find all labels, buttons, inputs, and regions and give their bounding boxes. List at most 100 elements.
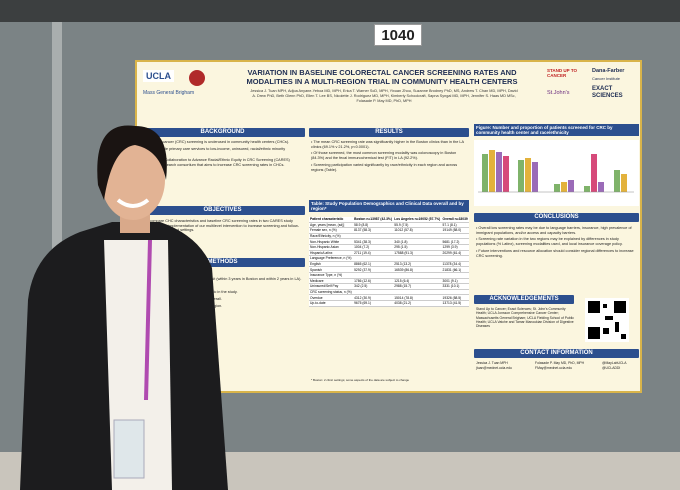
poster: UCLA Mass General Brigham VARIATION IN B… (135, 60, 642, 393)
table-cell: 1299 (3.9) (441, 244, 469, 251)
table-cell: 2988 (15.7) (393, 283, 442, 290)
table-cell: English (309, 261, 354, 268)
table-row: Hispanic/Latinx 2711 (19.4) 17588 (91.3) 20… (309, 250, 469, 257)
table-row: Non-Hispanic White 5341 (38.3) 340 (1.8) 56… (309, 238, 469, 245)
poster-title: VARIATION IN BASELINE COLORECTAL CANCER … (246, 68, 518, 86)
lanyard (144, 239, 152, 401)
table-cell: 16539 (86.8) (393, 266, 442, 273)
bullet: • Overall low screening rates may be due… (476, 226, 632, 235)
section-heading: RESULTS (309, 128, 469, 137)
table-cell: Hispanic/Latinx (309, 250, 354, 257)
table-cell (393, 233, 442, 240)
authors: Jessica J. Tuan MPH, Adjoa Anyane-Yeboa … (250, 89, 518, 103)
section-heading: OBJECTIVES (140, 206, 305, 215)
conclusions-text: • Overall low screening rates may be due… (476, 226, 637, 260)
table-cell: Language Preference, n (%) (309, 255, 354, 262)
table-cell: Overdue (309, 294, 354, 301)
table-cell: 3001 (9.1) (441, 278, 469, 285)
table-cell: Race/Ethnicity, n (%) (309, 233, 354, 240)
table-cell: Boston n=13987 (42.3%) (353, 217, 394, 223)
table-cell: 1786 (12.6) (353, 278, 394, 285)
figure-caption: Figure: Number and proportion of patient… (474, 124, 639, 136)
table-row: Insurance Type, n (%) (309, 272, 469, 279)
table-cell: 4038 (21.2) (393, 300, 442, 307)
table-cell: Up-to-date (309, 300, 354, 307)
table-cell: 8137 (58.3) (353, 227, 394, 234)
table-cell: 2513 (13.2) (393, 261, 442, 268)
table-cell (353, 255, 394, 262)
table-cell: 15014 (78.8) (393, 294, 442, 301)
table-row: Language Preference, n (%) (309, 255, 469, 262)
table-row: English 8865 (62.1) 2513 (13.2) 11378 (34.4… (309, 261, 469, 268)
figure (474, 140, 639, 206)
smile (116, 198, 150, 208)
table-cell: 11012 (57.8) (393, 227, 442, 234)
table-cell (393, 272, 442, 279)
table-row: Medicare 1786 (12.6) 1215 (6.4) 3001 (9.1) (309, 278, 469, 285)
table-row: Race/Ethnicity, n (%) (309, 233, 469, 240)
table-cell (441, 289, 469, 296)
table-cell: 55.9 (7.5) (393, 222, 442, 229)
table-row: Patient characteristic Boston n=13987 (42… (309, 217, 469, 223)
bullet: • Screening participation varied signifi… (311, 162, 458, 172)
table-cell: 11378 (34.4) (441, 261, 469, 268)
figure-bars (482, 150, 627, 192)
table-cell (393, 255, 442, 262)
bullet: • Future interventions and resource allo… (476, 248, 634, 258)
bullet: • The mean CRC screening rate was signif… (311, 140, 464, 149)
section-heading: METHODS (140, 258, 305, 267)
board-post (52, 22, 62, 452)
badge (113, 419, 145, 479)
table-row: Age, years [mean, (sd)] 58.9 (8.8) 55.9 (7… (309, 222, 469, 229)
table-cell: Overall n=33039 (441, 217, 469, 223)
table-cell: Los Angeles n=19052 (57.7%) (393, 217, 442, 223)
bullet: • Screening rate variation in the two re… (476, 237, 623, 247)
table-cell: 2711 (19.4) (353, 250, 394, 257)
table-cell: 1215 (6.4) (393, 278, 442, 285)
table-cell: Non-Hispanic White (309, 238, 354, 245)
table-cell: 295 (1.5) (393, 244, 442, 251)
table-row: Female sex, n (%) 8137 (58.3) 11012 (57.8)… (309, 227, 469, 234)
table-cell: Insurance Type, n (%) (309, 272, 354, 279)
bullet: • Of those screened, the most common scr… (311, 151, 457, 161)
contact-person: Jessica J. Tuan MPH jtuan@mednet.ucla.ed… (476, 361, 512, 370)
table-cell (393, 289, 442, 296)
section-heading: CONTACT INFORMATION (474, 349, 639, 358)
logo-ucla: UCLA (143, 70, 174, 82)
table-cell: 5681 (17.2) (441, 238, 469, 245)
table-cell (441, 255, 469, 262)
contact-handle: @MayLabUCLA @UCLADDI (602, 361, 627, 370)
table-cell: 13713 (41.5) (441, 300, 469, 307)
logo-seal (189, 70, 205, 86)
table-cell: Non-Hispanic Asian (309, 244, 354, 251)
table-row: CRC screening status, n (%) (309, 289, 469, 296)
table-cell: 57.1 (8.1) (441, 222, 469, 229)
table-cell (441, 272, 469, 279)
bullet: • Community Collaboration to Advance Rac… (142, 158, 290, 167)
table-cell: 5341 (38.3) (353, 238, 394, 245)
table-cell: 21831 (66.1) (441, 266, 469, 273)
logo-su2c: STAND UP TO CANCER (547, 68, 578, 78)
table-cell: 4312 (30.9) (353, 294, 394, 301)
table-cell: Spanish (309, 266, 354, 273)
table-cell: CRC screening status, n (%) (309, 289, 354, 296)
data-table: Patient characteristic Boston n=13987 (42… (309, 217, 469, 307)
table-cell: Uninsured/Self Pay (309, 283, 354, 290)
contact-person: Folasade P. May MD, PhD, MPH FMay@mednet… (535, 361, 585, 370)
table-cell: 19326 (58.5) (441, 294, 469, 301)
section-heading: BACKGROUND (140, 128, 305, 137)
table-caption: Table: Study Population Demographics and… (309, 200, 469, 212)
table-cell: 8865 (62.1) (353, 261, 394, 268)
board-number: 1040 (374, 24, 422, 46)
table-cell: Female sex, n (%) (309, 227, 354, 234)
table-row: Spanish 5292 (37.9) 16539 (86.8) 21831 (66.… (309, 266, 469, 273)
table-row: Uninsured/Self Pay 342 (2.5) 2988 (15.7) 33… (309, 283, 469, 290)
logo-mgb: Mass General Brigham (143, 90, 195, 96)
section-heading: ACKNOWLEDGEMENTS (474, 295, 574, 304)
face (101, 140, 165, 220)
table-cell: 20299 (61.4) (441, 250, 469, 257)
table-cell (353, 272, 394, 279)
table-cell: Patient characteristic (309, 217, 354, 223)
results-text: • The mean CRC screening rate was signif… (311, 140, 467, 174)
